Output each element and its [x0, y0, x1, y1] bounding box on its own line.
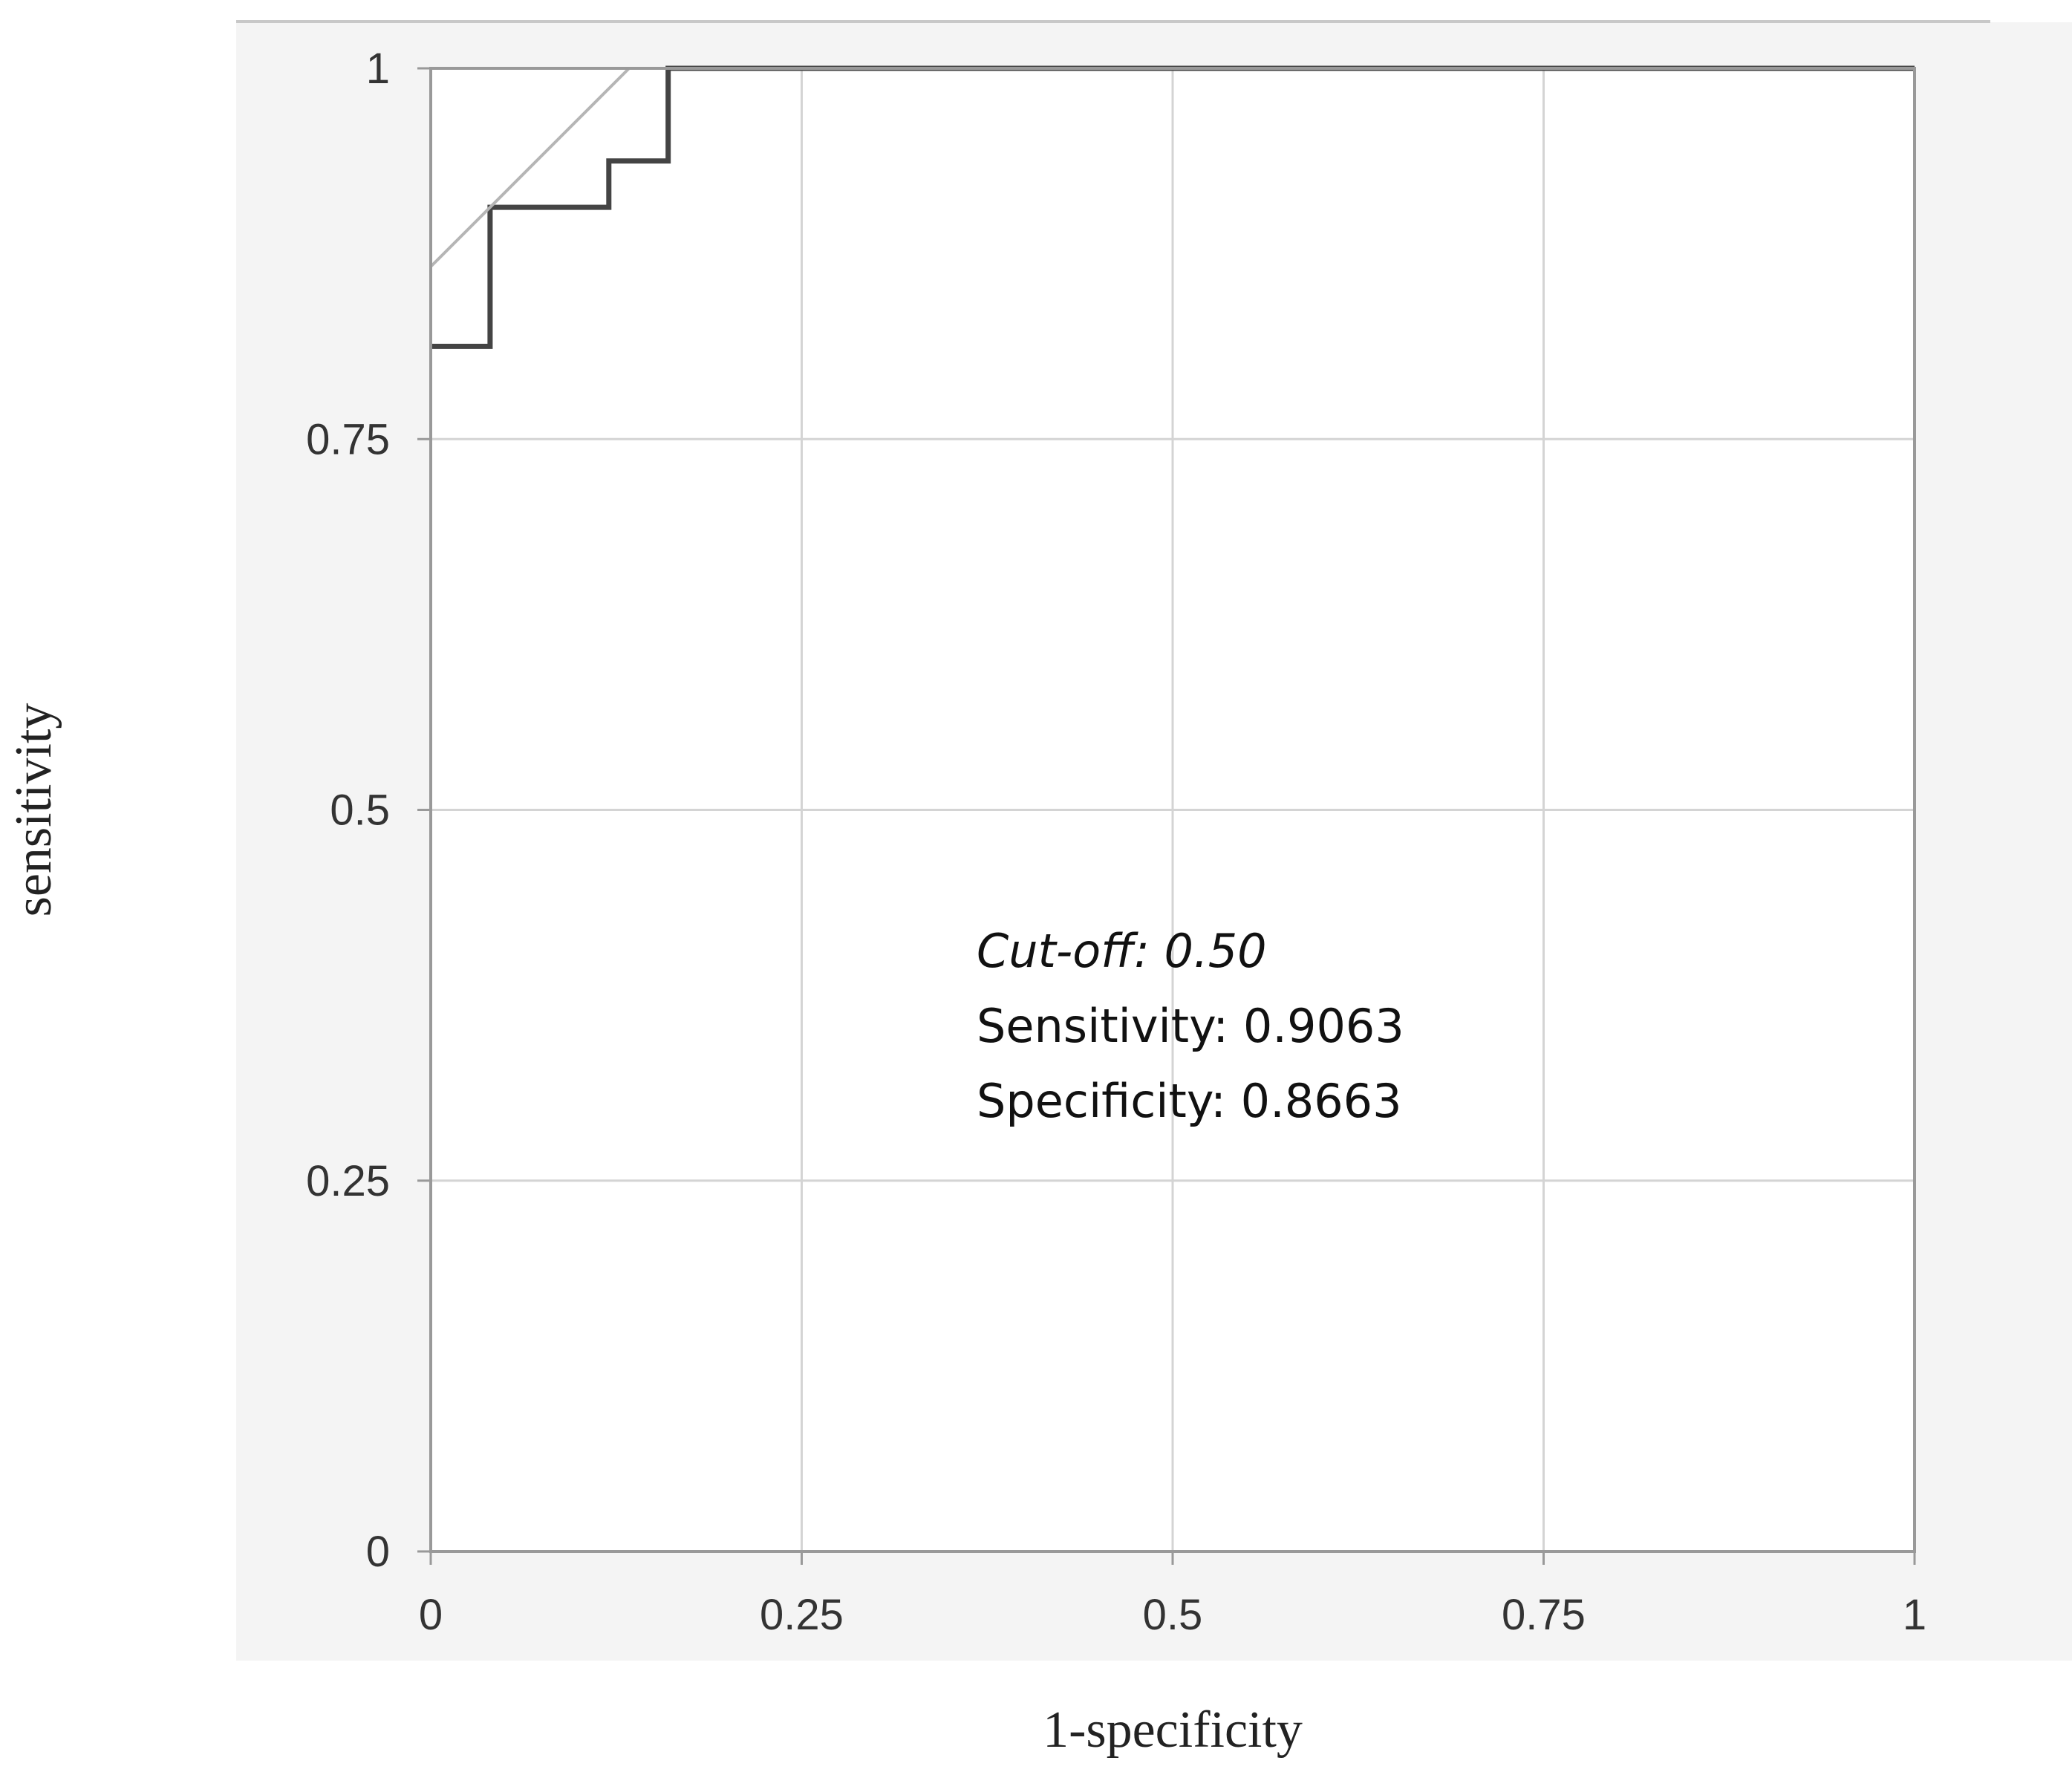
y-tick-labels: 0 0.25 0.5 0.75 1	[306, 45, 390, 1576]
y-tick-label: 1	[366, 45, 390, 93]
x-tick-labels: 0 0.25 0.5 0.75 1	[419, 1591, 1926, 1639]
series-lines	[429, 65, 1915, 349]
x-tick-label: 1	[1903, 1591, 1926, 1639]
y-tick-label: 0.5	[330, 786, 390, 835]
y-tick-label: 0.25	[306, 1157, 390, 1205]
axis-ticks	[417, 67, 1916, 1565]
y-tick-label: 0	[366, 1528, 390, 1576]
y-axis-title: sensitivity	[5, 703, 62, 917]
roc-curve-line	[431, 65, 1915, 349]
y-tick-label: 0.75	[306, 415, 390, 463]
plot-frame	[429, 67, 1916, 1553]
annotation-sensitivity: Sensitivity: 0.9063	[977, 999, 1404, 1053]
x-axis-title: 1-specificity	[1043, 1701, 1303, 1759]
x-tick-label: 0	[419, 1591, 443, 1639]
cutoff-annotation: Cut-off: 0.50 Sensitivity: 0.9063 Specif…	[977, 924, 1404, 1128]
x-tick-label: 0.5	[1143, 1591, 1203, 1639]
x-tick-label: 0.75	[1502, 1591, 1586, 1639]
annotation-cutoff: Cut-off: 0.50	[977, 924, 1267, 978]
tangent-line	[429, 67, 631, 268]
x-tick-label: 0.25	[760, 1591, 844, 1639]
annotation-specificity: Specificity: 0.8663	[977, 1074, 1402, 1128]
